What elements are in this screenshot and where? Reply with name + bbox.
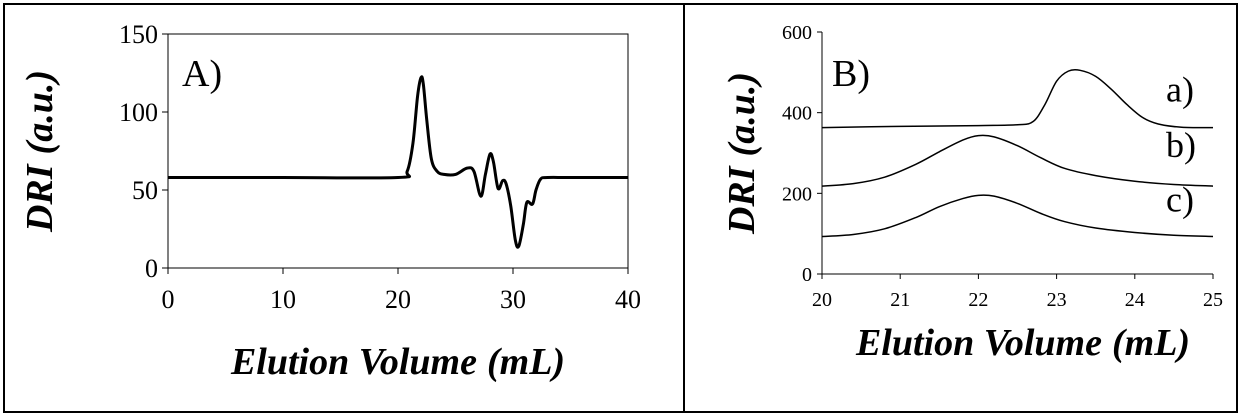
panel-b-series-label-2: b) bbox=[1166, 125, 1196, 165]
panel-a-y-tick-label: 50 bbox=[132, 176, 158, 205]
panel-a-y-tick-label: 0 bbox=[145, 254, 158, 283]
panel-a-y-axis-title-main: DRI bbox=[19, 163, 61, 233]
panel-a-x-tick-label: 40 bbox=[615, 285, 641, 314]
panel-b-label: B) bbox=[832, 53, 870, 95]
panel-b-x-tick-label: 22 bbox=[968, 289, 988, 311]
panel-b-x-axis-title-main: Elution Volume bbox=[855, 322, 1102, 364]
panel-a-y-tick-label: 150 bbox=[119, 20, 158, 49]
panel-b-y-tick-label: 600 bbox=[782, 22, 812, 44]
panel-b-x-tick-label: 21 bbox=[890, 289, 910, 311]
panel-a: A) 0 50 100 150 0 10 20 30 40 Elution Volume (mL… bbox=[19, 20, 641, 383]
panel-a-x-axis: 0 10 20 30 40 bbox=[162, 268, 641, 314]
panel-a-label: A) bbox=[182, 53, 222, 95]
panel-a-y-axis-title: DRI (a.u.) bbox=[19, 70, 61, 233]
panel-a-x-axis-title-main: Elution Volume bbox=[230, 341, 477, 383]
panel-b-x-tick-label: 24 bbox=[1125, 289, 1145, 311]
panel-b-y-tick-label: 0 bbox=[802, 264, 812, 286]
panel-b-x-axis-title: Elution Volume (mL) bbox=[855, 322, 1190, 364]
panel-b-series-line-2 bbox=[821, 134, 1214, 187]
panel-b-series: a) b) c) bbox=[821, 68, 1214, 238]
panel-a-x-tick-label: 0 bbox=[162, 285, 175, 314]
panel-b-x-tick-label: 23 bbox=[1047, 289, 1067, 311]
panel-b-y-axis-title: DRI (a.u.) bbox=[721, 72, 763, 235]
panel-b-x-tick-label: 25 bbox=[1203, 289, 1223, 311]
panel-b-series-line-1 bbox=[821, 68, 1214, 129]
panel-a-y-tick-label: 100 bbox=[119, 98, 158, 127]
panel-a-y-axis: 0 50 100 150 bbox=[119, 20, 168, 283]
panel-a-y-axis-title-unit: (a.u.) bbox=[19, 70, 61, 154]
panel-b-y-axis: 0 200 400 600 bbox=[782, 22, 822, 286]
panel-b-x-axis-title-unit: (mL) bbox=[1112, 322, 1190, 364]
panel-a-x-axis-title: Elution Volume (mL) bbox=[230, 341, 565, 383]
panel-b-series-label-1: a) bbox=[1166, 69, 1194, 109]
panel-b: B) 0 200 400 600 20 21 22 23 24 25 a) b) c) Elutio… bbox=[721, 22, 1223, 364]
panel-b-y-axis-title-main: DRI bbox=[721, 165, 763, 235]
panel-a-x-tick-label: 20 bbox=[385, 285, 411, 314]
panel-b-y-axis-title-unit: (a.u.) bbox=[721, 72, 763, 156]
panel-b-x-tick-label: 20 bbox=[812, 289, 832, 311]
panel-b-x-axis: 20 21 22 23 24 25 bbox=[812, 274, 1223, 311]
panel-b-y-tick-label: 200 bbox=[782, 183, 812, 205]
panel-b-series-label-3: c) bbox=[1166, 179, 1194, 219]
panel-a-x-tick-label: 10 bbox=[270, 285, 296, 314]
panel-a-x-tick-label: 30 bbox=[500, 285, 526, 314]
panel-b-series-line-3 bbox=[821, 194, 1214, 238]
figure-border bbox=[3, 3, 1238, 413]
panel-b-y-tick-label: 400 bbox=[782, 103, 812, 125]
panel-a-series-line bbox=[168, 75, 628, 249]
panel-a-plot-area bbox=[167, 33, 629, 269]
panel-a-x-axis-title-unit: (mL) bbox=[487, 341, 565, 383]
